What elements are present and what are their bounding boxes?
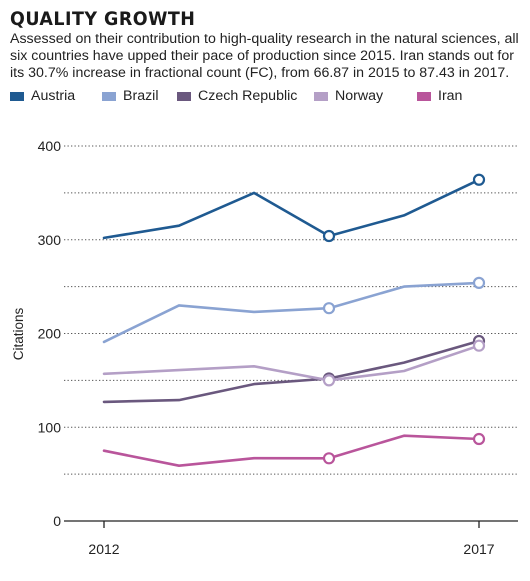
series-line-iran	[102, 434, 481, 468]
series-line-brazil	[102, 281, 481, 344]
legend-swatch	[314, 92, 328, 101]
point-marker-brazil	[472, 276, 486, 289]
y-tick-labels: 0 100 200 300 400	[38, 138, 62, 529]
y-tick-label: 400	[38, 138, 62, 154]
chart-title: QUALITY GROWTH	[10, 8, 196, 30]
legend-label: Austria	[31, 88, 76, 104]
y-axis-label: Citations	[11, 307, 26, 360]
legend-swatch	[10, 92, 24, 101]
legend-label: Iran	[438, 88, 463, 104]
point-marker-norway	[472, 339, 486, 352]
x-axis: 2012 2017	[64, 520, 518, 557]
chart-subtitle: Assessed on their contribution to high-q…	[10, 31, 519, 82]
y-tick-label: 100	[38, 419, 62, 435]
y-tick-label: 200	[38, 326, 62, 342]
legend-swatch	[177, 92, 191, 101]
point-marker-brazil	[322, 302, 336, 315]
legend-swatch	[417, 92, 431, 101]
point-marker-austria	[322, 229, 336, 243]
legend-label: Czech Republic	[198, 88, 298, 104]
point-marker-norway	[322, 374, 336, 387]
series-line-norway	[102, 344, 481, 382]
x-tick-label: 2012	[88, 541, 119, 557]
legend-label: Norway	[335, 88, 384, 104]
legend-swatch	[102, 92, 116, 101]
point-marker-austria	[472, 173, 486, 186]
series-line-austria	[102, 178, 481, 240]
x-tick-label: 2017	[463, 541, 494, 557]
series-lines	[102, 173, 486, 468]
point-marker-iran	[472, 432, 486, 446]
point-marker-iran	[322, 452, 336, 465]
series-line-czech-republic	[102, 339, 481, 404]
grid-lines	[64, 145, 518, 475]
y-tick-label: 0	[53, 513, 61, 529]
y-tick-label: 300	[38, 232, 62, 248]
legend-label: Brazil	[123, 88, 159, 104]
